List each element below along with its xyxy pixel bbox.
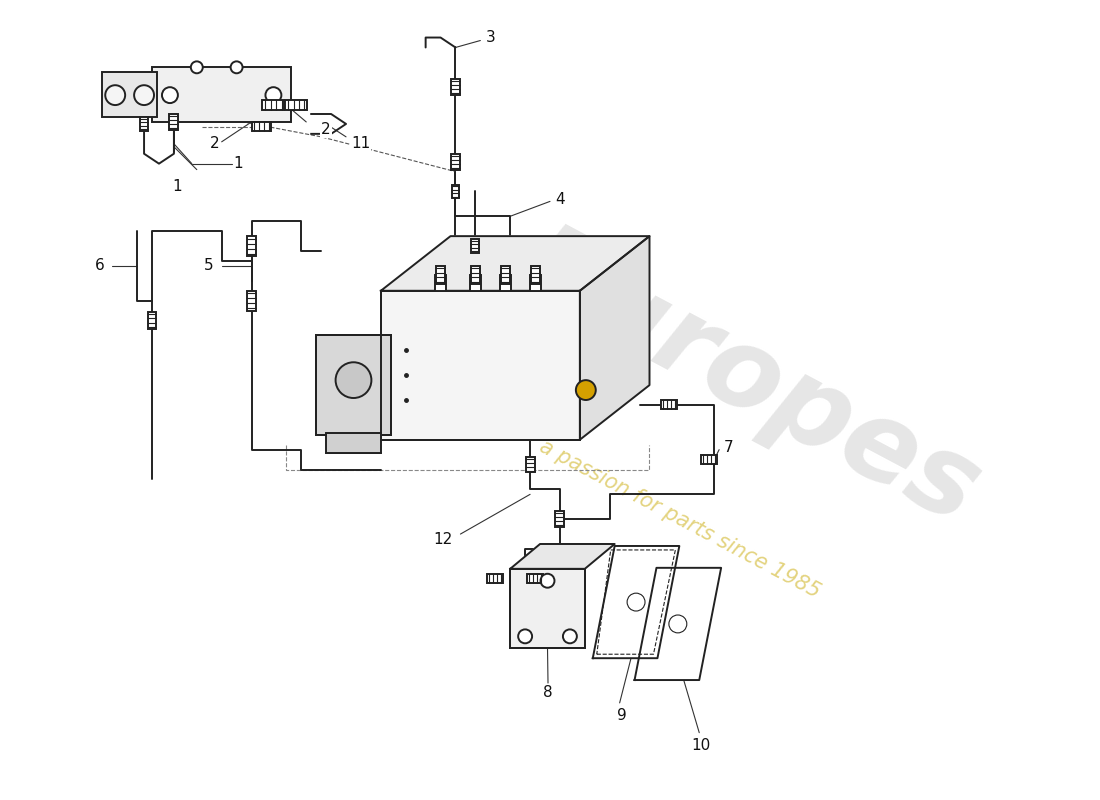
Text: 1: 1	[172, 179, 182, 194]
Polygon shape	[381, 236, 649, 290]
Text: 2: 2	[210, 136, 220, 151]
Bar	[169, 114, 178, 130]
Bar	[529, 275, 540, 290]
Polygon shape	[635, 568, 722, 680]
Text: 6: 6	[95, 258, 104, 274]
Text: Europes: Europes	[500, 214, 998, 546]
Bar	[252, 122, 272, 131]
Bar	[526, 457, 535, 473]
Bar	[246, 290, 256, 310]
Circle shape	[134, 86, 154, 105]
Text: a passion for parts since 1985: a passion for parts since 1985	[536, 436, 823, 602]
Circle shape	[231, 62, 243, 74]
Bar	[381, 290, 580, 440]
Text: 7: 7	[724, 440, 734, 455]
Bar	[102, 72, 157, 117]
Circle shape	[563, 630, 576, 643]
Bar	[451, 79, 460, 95]
Bar	[527, 574, 543, 583]
Bar	[263, 100, 284, 110]
Bar	[661, 401, 678, 410]
Bar	[556, 511, 564, 527]
Text: 9: 9	[617, 708, 627, 723]
Bar	[530, 266, 540, 284]
Text: 2: 2	[321, 122, 331, 138]
Text: 3: 3	[485, 30, 495, 45]
Bar	[500, 266, 509, 284]
Bar	[472, 239, 480, 253]
Text: 10: 10	[692, 738, 711, 753]
Circle shape	[106, 86, 125, 105]
Bar	[147, 312, 156, 330]
Bar	[471, 266, 480, 284]
Bar	[316, 335, 390, 434]
Bar	[499, 275, 510, 290]
Text: 8: 8	[543, 686, 553, 701]
Circle shape	[669, 615, 686, 633]
Text: 4: 4	[556, 192, 564, 207]
Polygon shape	[580, 236, 649, 440]
Text: 11: 11	[351, 136, 371, 151]
Text: 1: 1	[233, 156, 243, 171]
Bar	[316, 335, 390, 434]
Bar	[436, 275, 446, 290]
Bar	[152, 67, 292, 122]
Bar	[326, 433, 381, 453]
Circle shape	[162, 87, 178, 103]
Circle shape	[518, 630, 532, 643]
Bar	[510, 569, 585, 648]
Bar	[470, 275, 481, 290]
Bar	[701, 455, 717, 464]
Circle shape	[627, 593, 645, 611]
Circle shape	[576, 380, 596, 400]
Bar	[285, 100, 307, 110]
Circle shape	[540, 574, 554, 588]
Bar	[436, 266, 446, 284]
Text: 12: 12	[433, 531, 452, 546]
Bar	[246, 236, 256, 256]
Circle shape	[265, 87, 282, 103]
Circle shape	[190, 62, 202, 74]
Bar	[381, 290, 580, 440]
Text: 5: 5	[205, 258, 213, 274]
Polygon shape	[593, 546, 680, 658]
Bar	[487, 574, 503, 583]
Polygon shape	[510, 544, 615, 569]
Bar	[451, 185, 460, 198]
Bar	[451, 154, 460, 170]
Bar	[140, 117, 148, 131]
Circle shape	[336, 362, 372, 398]
Bar	[510, 569, 585, 648]
